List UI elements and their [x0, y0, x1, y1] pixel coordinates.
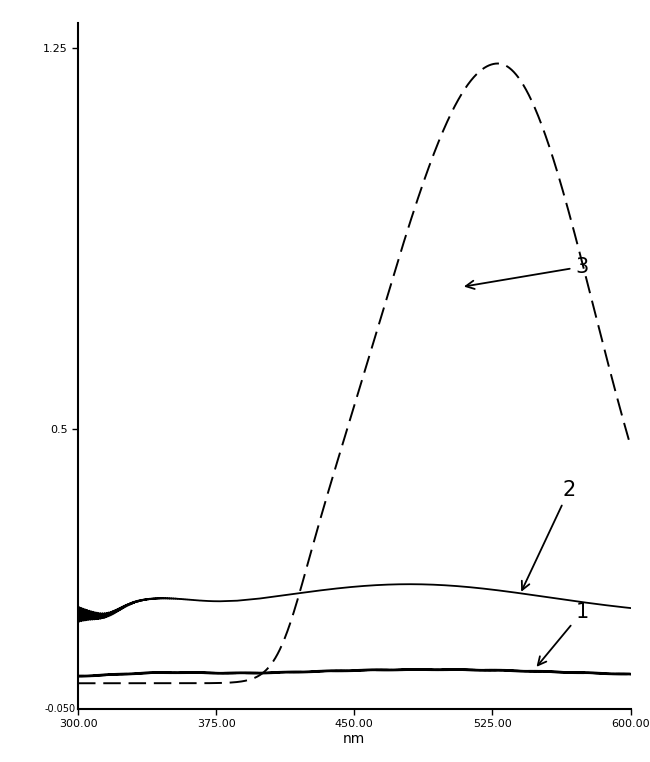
Text: 3: 3 — [466, 257, 588, 289]
X-axis label: nm: nm — [343, 732, 365, 746]
Text: 1: 1 — [538, 602, 588, 665]
Text: -0.050: -0.050 — [44, 703, 75, 714]
Text: 2: 2 — [522, 480, 576, 590]
